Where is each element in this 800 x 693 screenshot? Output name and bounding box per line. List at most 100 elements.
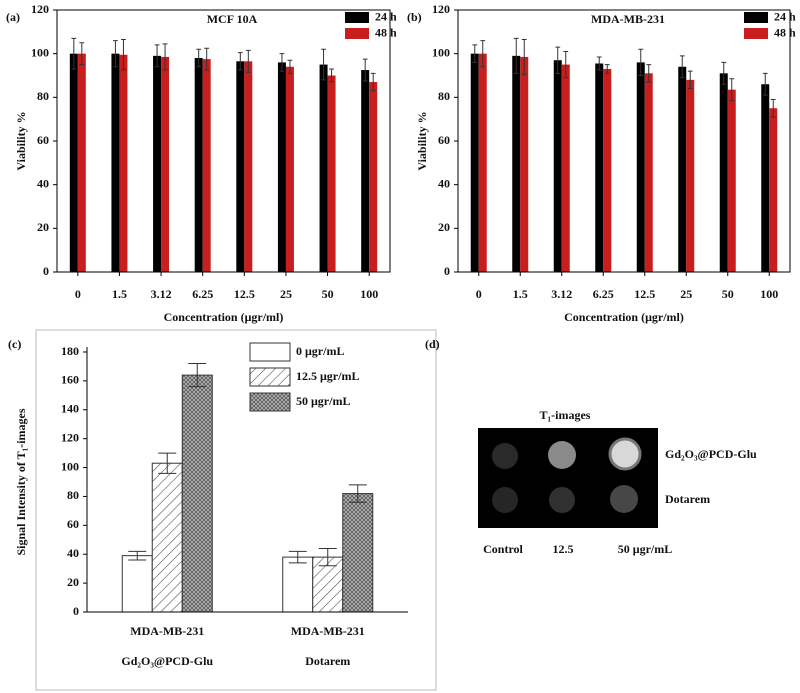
- error-bar: [596, 56, 602, 71]
- y-tick-label: 120: [61, 430, 79, 444]
- error-bar: [162, 43, 168, 71]
- error-bar: [762, 72, 768, 96]
- error-bar: [521, 38, 527, 75]
- error-bar: [472, 44, 478, 63]
- error-bar: [348, 484, 367, 503]
- error-bar: [563, 50, 569, 79]
- bar: [470, 53, 479, 272]
- bar: [595, 63, 604, 272]
- error-bar: [196, 48, 202, 68]
- error-bar: [480, 40, 486, 68]
- bar: [151, 462, 183, 613]
- error-bar: [279, 53, 285, 72]
- error-bar: [188, 363, 207, 388]
- error-bar: [770, 99, 776, 118]
- bar: [161, 56, 170, 272]
- y-tick-label: 20: [438, 220, 450, 234]
- y-tick-label: 0: [43, 264, 49, 278]
- y-tick-label: 80: [438, 89, 450, 103]
- panel-label: (c): [8, 337, 21, 351]
- x-axis-label: Concentration (μgr/ml): [564, 310, 684, 324]
- column-label: 12.5: [553, 542, 574, 556]
- error-bar: [513, 37, 519, 74]
- error-bar: [729, 78, 735, 102]
- x-tick-label: 6.25: [192, 287, 213, 301]
- y-tick-label: 180: [61, 344, 79, 358]
- panel-frame: [35, 329, 437, 691]
- plot-frame: [457, 9, 791, 273]
- error-bar: [638, 48, 644, 76]
- bar: [719, 73, 728, 272]
- error-bar: [113, 40, 118, 68]
- error-bar: [318, 547, 337, 567]
- y-tick-label: 80: [37, 89, 49, 103]
- bar: [111, 53, 120, 272]
- bar: [769, 108, 778, 272]
- y-tick-label: 20: [67, 575, 79, 589]
- bar: [327, 75, 336, 272]
- bar: [342, 493, 374, 613]
- error-bar: [329, 68, 334, 83]
- group-label: Dotarem: [305, 654, 350, 668]
- legend-swatch: [744, 12, 768, 23]
- bar: [727, 89, 736, 272]
- y-axis-label: Viability %: [14, 111, 28, 170]
- x-tick-label: MDA-MB-231: [291, 624, 365, 638]
- y-tick-label: 140: [61, 402, 79, 416]
- error-bar: [370, 72, 376, 92]
- bar: [369, 82, 378, 272]
- y-axis-label: Signal Intensity of T₁-images: [14, 408, 28, 555]
- error-bar: [721, 61, 727, 85]
- error-bar: [321, 48, 326, 81]
- error-bar: [158, 452, 177, 474]
- group-label: Gd₂O₃@PCD-Glu: [121, 654, 213, 668]
- chart-title: MDA-MB-231: [591, 12, 665, 26]
- panel-label: (a): [6, 10, 20, 24]
- bar: [202, 59, 211, 272]
- phantom: [549, 487, 575, 513]
- error-bar: [287, 59, 293, 74]
- bar: [319, 64, 328, 272]
- phantom: [492, 487, 518, 513]
- legend-label: 24 h: [375, 9, 397, 23]
- x-tick-label: 3.12: [151, 287, 172, 301]
- phantom: [608, 437, 642, 471]
- bar: [121, 555, 153, 613]
- bar: [77, 53, 86, 272]
- bar: [361, 70, 370, 273]
- bar: [478, 53, 487, 272]
- error-bar: [687, 70, 693, 90]
- bar: [194, 58, 203, 273]
- legend-swatch: [345, 28, 369, 39]
- y-tick-label: 100: [31, 45, 49, 59]
- row-label: Gd₂O₃@PCD-Glu: [665, 447, 757, 461]
- error-bar: [245, 49, 251, 73]
- x-tick-label: 0: [75, 287, 81, 301]
- phantom: [548, 441, 576, 469]
- y-tick-label: 100: [61, 459, 79, 473]
- bar: [561, 64, 570, 272]
- error-bar: [121, 38, 126, 71]
- legend-label: 24 h: [774, 9, 796, 23]
- bar: [236, 61, 245, 272]
- bar: [69, 53, 78, 272]
- x-tick-label: 25: [280, 287, 292, 301]
- bar: [678, 66, 687, 273]
- x-tick-label: 100: [760, 287, 778, 301]
- y-tick-label: 100: [432, 45, 450, 59]
- legend-swatch: [249, 342, 291, 362]
- phantom: [492, 443, 518, 469]
- bar: [603, 68, 612, 272]
- bar: [761, 84, 770, 272]
- error-bar: [646, 64, 652, 83]
- bar: [282, 556, 314, 613]
- y-tick-label: 160: [61, 373, 79, 387]
- y-axis-label: Viability %: [415, 111, 429, 170]
- x-tick-label: 100: [360, 287, 378, 301]
- bar: [244, 61, 253, 272]
- bar: [512, 55, 521, 272]
- legend-label: 0 μgr/mL: [296, 344, 344, 358]
- column-label: Control: [483, 542, 523, 556]
- y-tick-label: 120: [432, 2, 450, 16]
- x-tick-label: MDA-MB-231: [130, 624, 204, 638]
